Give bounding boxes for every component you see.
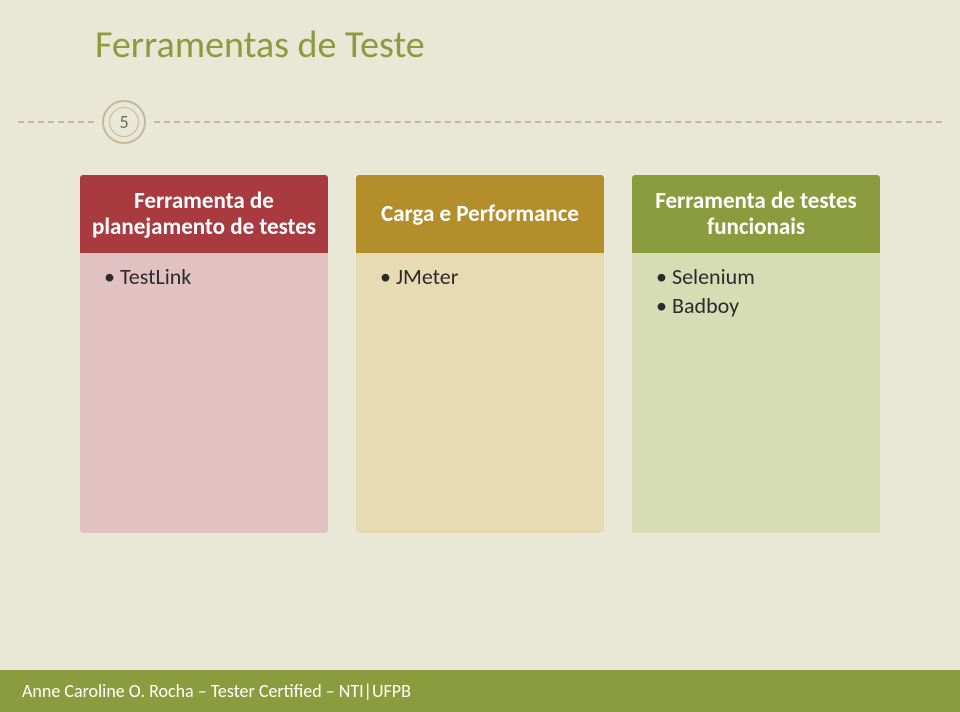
card-planning: Ferramenta de planejamento de testes Tes… <box>80 175 328 533</box>
footer-bar: Anne Caroline O. Rocha – Tester Certifie… <box>0 670 960 712</box>
page-title: Ferramentas de Teste <box>95 22 425 68</box>
list-item: TestLink <box>104 263 314 290</box>
card-body: JMeter <box>356 253 604 533</box>
page-number: 5 <box>109 107 139 137</box>
divider-line-right <box>154 121 942 123</box>
cards-row: Ferramenta de planejamento de testes Tes… <box>80 175 880 533</box>
card-performance: Carga e Performance JMeter <box>356 175 604 533</box>
list-item: Selenium <box>656 263 866 290</box>
list-item: JMeter <box>380 263 590 290</box>
list-item: Badboy <box>656 292 866 319</box>
card-body: TestLink <box>80 253 328 533</box>
slide: Ferramentas de Teste 5 Ferramenta de pla… <box>0 0 960 712</box>
card-head: Ferramenta de testes funcionais <box>632 175 880 253</box>
divider: 5 <box>0 100 960 144</box>
page-number-badge: 5 <box>102 100 146 144</box>
divider-line-left <box>18 121 94 123</box>
card-body: Selenium Badboy <box>632 253 880 533</box>
card-head: Carga e Performance <box>356 175 604 253</box>
card-functional: Ferramenta de testes funcionais Selenium… <box>632 175 880 533</box>
card-head: Ferramenta de planejamento de testes <box>80 175 328 253</box>
footer-text: Anne Caroline O. Rocha – Tester Certifie… <box>22 680 411 702</box>
